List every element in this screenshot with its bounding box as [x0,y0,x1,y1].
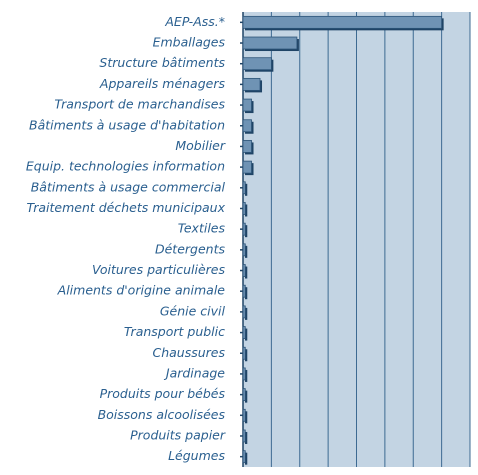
bar [242,429,246,443]
bar-shadow [245,328,248,341]
bar [242,243,246,257]
y-tick-label: AEP-Ass.* [164,14,225,29]
bar [242,305,246,319]
bar-shadow [245,307,248,320]
y-tick-label: Mobilier [175,138,225,153]
bar [242,264,246,277]
y-tick-label: Génie civil [160,303,226,318]
y-tick-label: Appareils ménagers [99,76,226,91]
y-tick-label: Bâtiments à usage d'habitation [29,117,225,132]
y-tick-label: Transport de marchandises [54,97,225,112]
bar [242,119,252,133]
y-tick-label: Structure bâtiments [99,55,225,70]
bar [242,367,246,381]
y-tick-label: Aliments d'origine animale [57,283,226,298]
bar-shadow [245,204,248,217]
y-tick-label: Emballages [153,35,226,50]
bar [242,15,443,29]
bar-shadow [245,431,248,444]
bar [242,202,246,215]
bar-shadow [245,225,248,238]
bar [242,388,246,402]
bar [242,77,261,91]
bar-shadow [245,390,248,403]
bar-shadow [245,287,248,300]
bar [242,57,272,71]
y-tick-label: Boissons alcoolisées [98,407,226,422]
y-tick-label: Bâtiments à usage commercial [31,179,226,194]
y-tick-label: Traitement déchets municipaux [27,200,226,215]
y-tick-label: Transport public [124,324,225,339]
bar [242,140,252,153]
y-tick-label: Détergents [155,241,225,256]
y-tick-label: Voitures particulières [92,262,225,277]
bar-shadow [245,369,248,382]
bar [242,160,252,174]
y-tick-label: Produits papier [130,427,226,442]
bar-shadow [245,411,248,424]
y-tick-label: Textiles [178,221,226,236]
bar-shadow [245,266,248,279]
bar [242,408,246,422]
bar [242,284,246,298]
bar [242,450,246,464]
y-tick-label: Jardinage [163,365,225,380]
bar-shadow [245,183,248,196]
y-tick-label: Légumes [168,448,225,463]
bar [242,346,246,360]
bar [242,36,298,50]
bar-shadow [245,245,248,258]
bar-shadow [245,452,248,465]
y-tick-label: Produits pour bébés [100,386,226,401]
bar [242,326,246,339]
y-tick-label: Equip. technologies information [26,159,225,174]
bar [242,181,246,195]
y-tick-label: Chaussures [152,345,225,360]
bar-shadow [245,349,248,362]
bar [242,222,246,236]
bar [242,98,252,112]
